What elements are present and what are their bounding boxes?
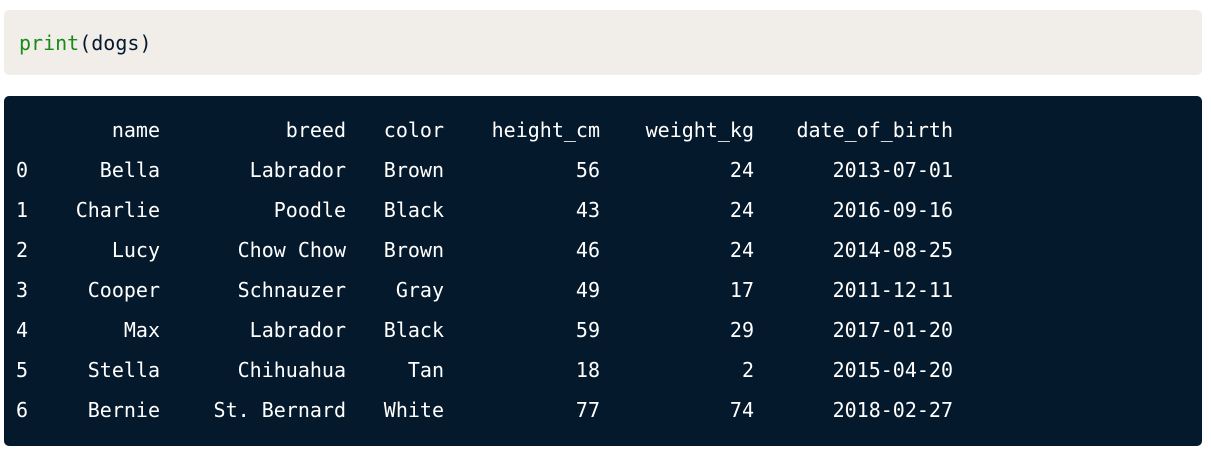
cell-date-of-birth: 2015-04-20 (832, 358, 953, 382)
cell-height-cm: 56 (575, 158, 600, 182)
cell-height-cm: 77 (575, 398, 600, 422)
column-header-height-cm: height_cm (491, 118, 600, 142)
cell-weight-kg: 24 (729, 198, 754, 222)
cell-color: Black (383, 198, 444, 222)
column-header-breed: breed (285, 118, 346, 142)
cell-name: Cooper (87, 278, 160, 302)
cell-date-of-birth: 2013-07-01 (832, 158, 953, 182)
cell-height-cm: 49 (575, 278, 600, 302)
cell-breed: Labrador (249, 158, 346, 182)
cell-name: Bernie (87, 398, 160, 422)
table-row: 5 Stella Chihuahua Tan 18 2 2015-04-20 (4, 350, 1202, 390)
cell-height-cm: 46 (575, 238, 600, 262)
code-line: print(dogs) (19, 10, 151, 75)
cell-breed: Poodle (273, 198, 346, 222)
function-name: print (19, 31, 80, 55)
row-index: 5 (16, 358, 29, 382)
table-row: 0 Bella Labrador Brown 56 24 2013-07-01 (4, 150, 1202, 190)
cell-color: Tan (407, 358, 444, 382)
cell-color: White (383, 398, 444, 422)
cell-weight-kg: 29 (729, 318, 754, 342)
cell-date-of-birth: 2017-01-20 (832, 318, 953, 342)
column-header-color: color (383, 118, 444, 142)
cell-date-of-birth: 2018-02-27 (832, 398, 953, 422)
cell-weight-kg: 24 (729, 158, 754, 182)
cell-weight-kg: 2 (741, 358, 754, 382)
table-row: 2 Lucy Chow Chow Brown 46 24 2014-08-25 (4, 230, 1202, 270)
row-index: 2 (16, 238, 29, 262)
column-header-name: name (111, 118, 160, 142)
open-paren: ( (79, 31, 92, 55)
output-cell: name breed color height_cm weight_kg date_of_… (4, 96, 1202, 446)
table-row: 4 Max Labrador Black 59 29 2017-01-20 (4, 310, 1202, 350)
cell-color: Black (383, 318, 444, 342)
cell-weight-kg: 24 (729, 238, 754, 262)
cell-name: Stella (87, 358, 160, 382)
close-paren: ) (139, 31, 152, 55)
cell-breed: St. Bernard (213, 398, 346, 422)
row-index: 4 (16, 318, 29, 342)
cell-name: Charlie (75, 198, 160, 222)
cell-name: Bella (99, 158, 160, 182)
row-index: 1 (16, 198, 29, 222)
code-cell[interactable]: print(dogs) (4, 10, 1202, 75)
cell-weight-kg: 74 (729, 398, 754, 422)
cell-color: Brown (383, 158, 444, 182)
column-header-date-of-birth: date_of_birth (796, 118, 953, 142)
column-header-weight-kg: weight_kg (645, 118, 754, 142)
cell-date-of-birth: 2011-12-11 (832, 278, 953, 302)
cell-breed: Schnauzer (237, 278, 346, 302)
row-index: 6 (16, 398, 29, 422)
table-header-row: name breed color height_cm weight_kg date_of_… (4, 110, 1202, 150)
table-row: 3 Cooper Schnauzer Gray 49 17 2011-12-11 (4, 270, 1202, 310)
row-index: 3 (16, 278, 29, 302)
cell-breed: Labrador (249, 318, 346, 342)
cell-date-of-birth: 2014-08-25 (832, 238, 953, 262)
cell-name: Lucy (111, 238, 160, 262)
cell-breed: Chihuahua (237, 358, 346, 382)
cell-date-of-birth: 2016-09-16 (832, 198, 953, 222)
cell-height-cm: 18 (575, 358, 600, 382)
cell-height-cm: 43 (575, 198, 600, 222)
cell-weight-kg: 17 (729, 278, 754, 302)
cell-breed: Chow Chow (237, 238, 346, 262)
table-row: 1 Charlie Poodle Black 43 24 2016-09-16 (4, 190, 1202, 230)
cell-height-cm: 59 (575, 318, 600, 342)
row-index: 0 (16, 158, 29, 182)
function-argument: dogs (91, 31, 140, 55)
cell-color: Brown (383, 238, 444, 262)
table-row: 6 Bernie St. Bernard White 77 74 2018-02-27 (4, 390, 1202, 430)
cell-name: Max (123, 318, 160, 342)
cell-color: Gray (395, 278, 444, 302)
